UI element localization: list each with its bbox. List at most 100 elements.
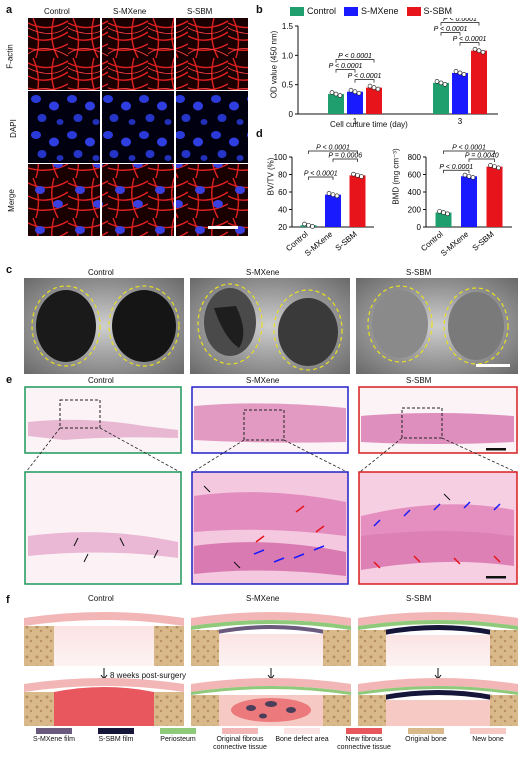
d-bar: [325, 194, 341, 227]
d-annotation: P < 0.0001: [304, 171, 338, 178]
d-ytick-label: 80: [278, 171, 287, 180]
legend-b: Control S-MXene S-SBM: [290, 6, 452, 16]
b-point: [480, 49, 486, 55]
f-legend-label: S-SBM film: [98, 736, 134, 743]
f-label-control: Control: [88, 594, 114, 603]
b-xtick-label: 1: [353, 117, 358, 126]
f-label-ssbm: S-SBM: [406, 594, 432, 603]
d-bar: [435, 212, 452, 227]
d-annotation: P = 0.0040: [465, 153, 499, 160]
d-bar: [461, 176, 477, 227]
d-point: [355, 173, 360, 178]
d-ytick-label: 40: [278, 206, 287, 215]
b-point: [375, 86, 381, 92]
d-point: [310, 224, 315, 229]
b-bar: [347, 91, 363, 114]
d-point: [470, 175, 476, 180]
d-point: [326, 191, 332, 196]
f-legend-swatch: [98, 728, 134, 734]
b-xlabel: Cell culture time (day): [330, 120, 408, 129]
legend-item-control: Control: [290, 6, 336, 16]
b-point: [348, 87, 354, 93]
d-bracket: [468, 158, 495, 162]
b-point: [461, 72, 467, 77]
f-legend-item: Original bone: [396, 728, 456, 758]
b-point: [476, 48, 482, 53]
b-bar: [366, 87, 382, 114]
b-point: [337, 93, 343, 98]
f-legend-item: New bone: [458, 728, 518, 758]
b-point: [333, 91, 339, 97]
b-bracket: [440, 32, 461, 36]
d-point: [466, 173, 472, 179]
d-bracket: [308, 176, 334, 180]
d-annotation: P < 0.0001: [439, 164, 473, 171]
b-bar: [433, 82, 449, 114]
f-legend-item: S-SBM film: [86, 728, 146, 758]
d-point: [437, 209, 442, 214]
row-label-factin: F-actin: [5, 44, 15, 69]
b-point: [371, 85, 377, 90]
b-point: [453, 69, 459, 74]
c-label-ssbm: S-SBM: [406, 268, 432, 277]
d-ytick-label: 600: [408, 171, 422, 180]
f-legend-item: Original fibrous connective tissue: [210, 728, 270, 758]
e-label-control: Control: [88, 376, 114, 385]
b-xtick-label: 3: [458, 117, 463, 126]
f-legend-item: Periosteum: [148, 728, 208, 758]
d-ytick-label: 400: [408, 188, 422, 197]
b-ytick-label: 1.0: [282, 51, 294, 60]
b-point: [438, 80, 444, 86]
d-bracket: [332, 158, 358, 162]
d-xtick-label: S-MXene: [439, 229, 471, 258]
f-legend-swatch: [470, 728, 506, 734]
d-xtick-label: S-SBM: [471, 229, 496, 252]
d-point: [462, 172, 468, 178]
f-legend-swatch: [36, 728, 72, 734]
f-label-smxene: S-MXene: [246, 594, 280, 603]
b-annotation: P < 0.0001: [443, 18, 477, 23]
f-legend-label: New fibrous connective tissue: [337, 736, 391, 751]
f-legend-item: S-MXene film: [24, 728, 84, 758]
b-point: [442, 82, 448, 87]
f-legend-swatch: [346, 728, 382, 734]
panel-letter-f: f: [6, 594, 10, 606]
d-point: [445, 211, 450, 217]
b-bracket: [335, 69, 356, 73]
f-legend-swatch: [284, 728, 320, 734]
d-point: [330, 192, 336, 197]
e-label-ssbm: S-SBM: [406, 376, 432, 385]
panel-letter-e: e: [6, 374, 13, 386]
b-bar: [328, 94, 344, 114]
col-label-control: Control: [44, 7, 70, 16]
d-ytick-label: 100: [274, 153, 288, 162]
b-point: [472, 46, 478, 52]
d-point: [334, 193, 340, 199]
b-annotation: P < 0.0001: [348, 73, 382, 80]
f-arrow-label: 8 weeks post-surgery: [110, 671, 187, 680]
b-point: [356, 90, 362, 96]
b-annotation: P < 0.0001: [434, 26, 468, 33]
f-legend-swatch: [408, 728, 444, 734]
b-annotation: P < 0.0001: [338, 53, 372, 60]
d-point: [492, 164, 497, 169]
panel-letter-c: c: [6, 264, 13, 276]
d-annotation: P < 0.0001: [452, 145, 486, 152]
b-annotation: P < 0.0001: [453, 36, 487, 43]
b-bracket: [335, 59, 375, 63]
d-ytick-label: 0: [417, 223, 422, 232]
legend-item-ssbm: S-SBM: [406, 6, 452, 16]
d-annotation: P = 0.0006: [328, 153, 362, 160]
d-point: [441, 210, 446, 215]
d-ytick-label: 200: [408, 206, 422, 215]
d-bracket: [443, 150, 495, 154]
d-xtick-label: S-SBM: [334, 229, 359, 252]
d-point: [306, 222, 311, 228]
c-label-control: Control: [88, 268, 114, 277]
ct-scale-bar: [476, 364, 510, 367]
d-bracket: [308, 150, 358, 154]
f-legend-swatch: [222, 728, 258, 734]
f-legend-label: Original fibrous connective tissue: [213, 736, 267, 751]
